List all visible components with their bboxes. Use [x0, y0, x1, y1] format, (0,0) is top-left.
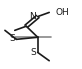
Text: OH: OH [56, 8, 70, 17]
Text: S: S [30, 48, 36, 57]
Text: N: N [29, 12, 36, 21]
Text: S: S [9, 34, 15, 43]
